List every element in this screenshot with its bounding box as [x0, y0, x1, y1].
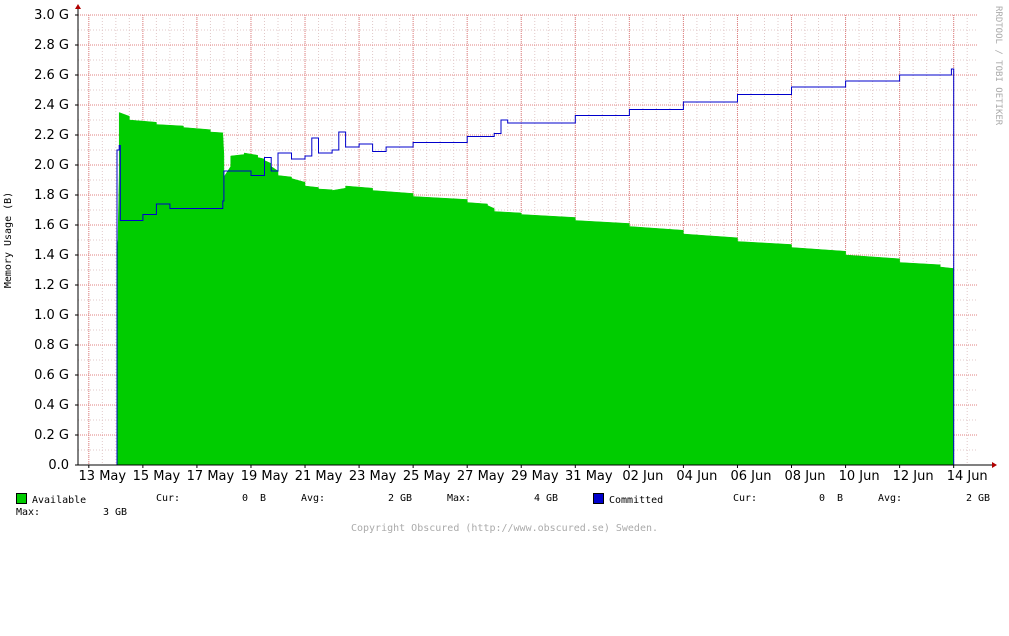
- y-tick-label: 1.4 G: [34, 248, 69, 263]
- x-tick-label: 17 May: [187, 469, 235, 484]
- committed-max-label: Max:: [16, 507, 41, 518]
- committed-avg-label: Avg:: [878, 493, 903, 504]
- available-avg-label: Avg:: [301, 493, 326, 504]
- x-tick-label: 15 May: [133, 469, 181, 484]
- committed-avg-value: 2 GB: [966, 493, 991, 504]
- y-tick-label: 1.6 G: [34, 218, 69, 233]
- committed-max-value: 3 GB: [103, 507, 128, 518]
- x-tick-label: 25 May: [403, 469, 451, 484]
- committed-swatch: [593, 493, 604, 504]
- x-tick-label: 21 May: [295, 469, 343, 484]
- y-tick-label: 2.0 G: [34, 158, 69, 173]
- x-tick-label: 12 Jun: [893, 469, 934, 484]
- memory-usage-chart: 0.0 0.2 G 0.4 G 0.6 G 0.8 G 1.0 G 1.2 G 1.4 G 1.…: [3, 4, 1003, 484]
- y-axis-arrow: [75, 4, 81, 9]
- y-tick-label: 0.2 G: [34, 428, 69, 443]
- available-avg-value: 2 GB: [388, 493, 413, 504]
- chart-axes: [75, 4, 997, 468]
- available-cur-value: 0 B: [242, 493, 267, 504]
- y-axis-label: Memory Usage (B): [3, 192, 14, 288]
- x-tick-label: 27 May: [457, 469, 505, 484]
- y-tick-label: 2.4 G: [34, 98, 69, 113]
- y-tick-label: 2.8 G: [34, 38, 69, 53]
- legend-available: Available: [16, 493, 86, 506]
- y-tick-label: 1.8 G: [34, 188, 69, 203]
- available-max-value: 4 GB: [534, 493, 559, 504]
- x-axis-arrow: [992, 462, 997, 468]
- available-area: [116, 112, 954, 466]
- x-tick-label: 06 Jun: [730, 469, 771, 484]
- y-tick-label: 0.8 G: [34, 338, 69, 353]
- y-tick-label: 0.6 G: [34, 368, 69, 383]
- committed-series-line: [116, 68, 955, 465]
- x-tick-label: 10 Jun: [839, 469, 880, 484]
- x-tick-label: 19 May: [241, 469, 289, 484]
- available-max-label: Max:: [447, 493, 472, 504]
- x-tick-labels: 13 May 15 May 17 May 19 May 21 May 23 May 25 M…: [79, 469, 988, 484]
- rrdtool-watermark: RRDTOOL / TOBI OETIKER: [993, 6, 1003, 126]
- y-tick-label: 3.0 G: [34, 8, 69, 23]
- y-tick-label: 2.6 G: [34, 68, 69, 83]
- legend-row-1: Available Cur: 0 B Avg: 2 GB Max: 4 GB C…: [16, 493, 1006, 507]
- legend-available-label: Available: [32, 495, 87, 506]
- x-tick-label: 29 May: [511, 469, 559, 484]
- y-tick-label: 0.4 G: [34, 398, 69, 413]
- available-series-area: [116, 112, 954, 466]
- x-tick-label: 14 Jun: [947, 469, 988, 484]
- copyright-footer: Copyright Obscured (http://www.obscured.…: [350, 523, 659, 534]
- committed-cur-label: Cur:: [733, 493, 758, 504]
- y-tick-label: 1.0 G: [34, 308, 69, 323]
- y-tick-labels: 0.0 0.2 G 0.4 G 0.6 G 0.8 G 1.0 G 1.2 G 1.4 G 1.…: [34, 8, 69, 473]
- available-cur-label: Cur:: [156, 493, 181, 504]
- available-swatch: [16, 493, 27, 504]
- x-tick-label: 31 May: [565, 469, 613, 484]
- x-tick-label: 02 Jun: [622, 469, 663, 484]
- legend-committed-label: Committed: [609, 495, 664, 506]
- y-tick-label: 2.2 G: [34, 128, 69, 143]
- committed-line: [116, 68, 955, 465]
- legend-committed: Committed: [593, 493, 663, 506]
- legend-row-2: Max: 3 GB: [16, 507, 216, 521]
- x-tick-label: 13 May: [79, 469, 127, 484]
- x-tick-label: 08 Jun: [785, 469, 826, 484]
- x-tick-label: 23 May: [349, 469, 397, 484]
- committed-cur-value: 0 B: [819, 493, 844, 504]
- y-tick-label: 1.2 G: [34, 278, 69, 293]
- y-tick-label: 0.0: [48, 458, 69, 473]
- x-tick-label: 04 Jun: [676, 469, 717, 484]
